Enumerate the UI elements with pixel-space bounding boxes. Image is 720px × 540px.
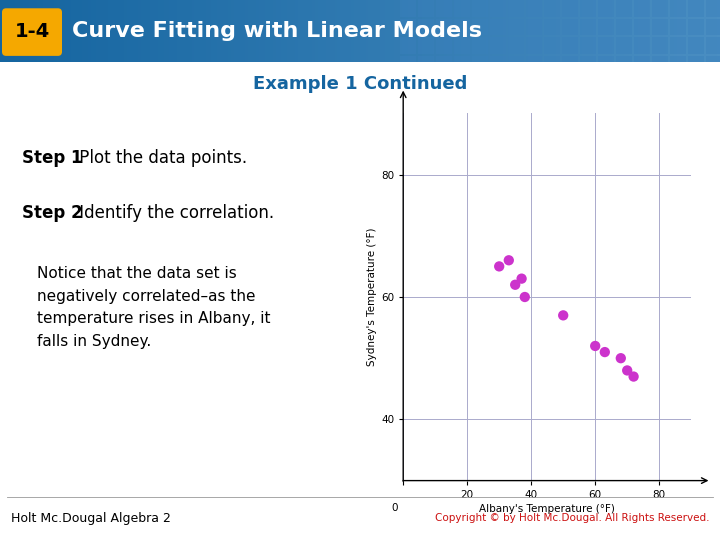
Text: Curve Fitting with Linear Models: Curve Fitting with Linear Models	[72, 21, 482, 41]
Bar	[508, 0, 524, 17]
Bar	[472, 0, 488, 17]
Point	[519, 293, 531, 301]
Bar	[598, 0, 614, 17]
Bar	[652, 37, 668, 54]
Bar	[490, 37, 506, 54]
Point	[628, 372, 639, 381]
Bar	[400, 56, 416, 72]
Point	[510, 280, 521, 289]
Bar	[526, 0, 542, 17]
Bar	[490, 18, 506, 35]
Text: Step 1: Step 1	[22, 149, 83, 167]
Point	[590, 342, 601, 350]
Bar	[418, 37, 434, 54]
Bar	[490, 56, 506, 72]
Bar	[544, 56, 560, 72]
Text: Notice that the data set is
negatively correlated–as the
temperature rises in Al: Notice that the data set is negatively c…	[37, 266, 271, 349]
Bar	[544, 18, 560, 35]
Bar	[526, 37, 542, 54]
Bar	[454, 18, 470, 35]
Bar	[400, 0, 416, 17]
Point	[599, 348, 611, 356]
Point	[516, 274, 527, 283]
Bar	[706, 56, 720, 72]
Bar	[652, 18, 668, 35]
Bar	[544, 0, 560, 17]
Bar	[562, 37, 578, 54]
Text: 0: 0	[391, 503, 398, 512]
Text: Copyright © by Holt Mc.Dougal. All Rights Reserved.: Copyright © by Holt Mc.Dougal. All Right…	[435, 513, 709, 523]
Bar	[580, 37, 596, 54]
Y-axis label: Sydney's Temperature (°F): Sydney's Temperature (°F)	[367, 228, 377, 366]
Bar	[472, 37, 488, 54]
Bar	[508, 37, 524, 54]
Bar	[634, 18, 650, 35]
Bar	[688, 18, 704, 35]
Text: Holt Mc.Dougal Algebra 2: Holt Mc.Dougal Algebra 2	[11, 511, 171, 525]
Bar	[688, 0, 704, 17]
Bar	[454, 37, 470, 54]
Bar	[454, 0, 470, 17]
Point	[621, 366, 633, 375]
Bar	[670, 0, 686, 17]
Bar	[688, 56, 704, 72]
Bar	[508, 18, 524, 35]
Bar	[454, 56, 470, 72]
Bar	[580, 0, 596, 17]
Text: Example 1 Continued: Example 1 Continued	[253, 76, 467, 93]
Bar	[706, 37, 720, 54]
Bar	[634, 37, 650, 54]
Bar	[472, 56, 488, 72]
Bar	[616, 37, 632, 54]
Point	[557, 311, 569, 320]
Bar	[670, 37, 686, 54]
Bar	[688, 37, 704, 54]
Bar	[508, 56, 524, 72]
Bar	[400, 37, 416, 54]
Bar	[670, 18, 686, 35]
Bar	[598, 18, 614, 35]
Point	[615, 354, 626, 362]
Bar	[526, 18, 542, 35]
Bar	[526, 56, 542, 72]
Bar	[616, 56, 632, 72]
Bar	[706, 18, 720, 35]
Bar	[706, 0, 720, 17]
Bar	[436, 37, 452, 54]
Text: 1-4: 1-4	[14, 22, 50, 40]
Bar	[580, 56, 596, 72]
Text: Identify the correlation.: Identify the correlation.	[73, 204, 274, 222]
Text: Step 2: Step 2	[22, 204, 83, 222]
FancyBboxPatch shape	[2, 8, 62, 56]
Bar	[418, 0, 434, 17]
Text: Plot the data points.: Plot the data points.	[73, 149, 247, 167]
Bar	[418, 18, 434, 35]
Bar	[634, 0, 650, 17]
Bar	[562, 18, 578, 35]
Bar	[598, 56, 614, 72]
X-axis label: Albany's Temperature (°F): Albany's Temperature (°F)	[480, 504, 615, 514]
Bar	[436, 0, 452, 17]
Bar	[670, 56, 686, 72]
Bar	[652, 0, 668, 17]
Bar	[436, 56, 452, 72]
Bar	[490, 0, 506, 17]
Point	[503, 256, 515, 265]
Bar	[418, 56, 434, 72]
Bar	[598, 37, 614, 54]
Bar	[544, 37, 560, 54]
Bar	[436, 18, 452, 35]
Bar	[562, 0, 578, 17]
Bar	[616, 0, 632, 17]
Bar	[616, 18, 632, 35]
Bar	[634, 56, 650, 72]
Bar	[562, 56, 578, 72]
Bar	[652, 56, 668, 72]
Point	[493, 262, 505, 271]
Bar	[400, 18, 416, 35]
Bar	[580, 18, 596, 35]
Bar	[472, 18, 488, 35]
